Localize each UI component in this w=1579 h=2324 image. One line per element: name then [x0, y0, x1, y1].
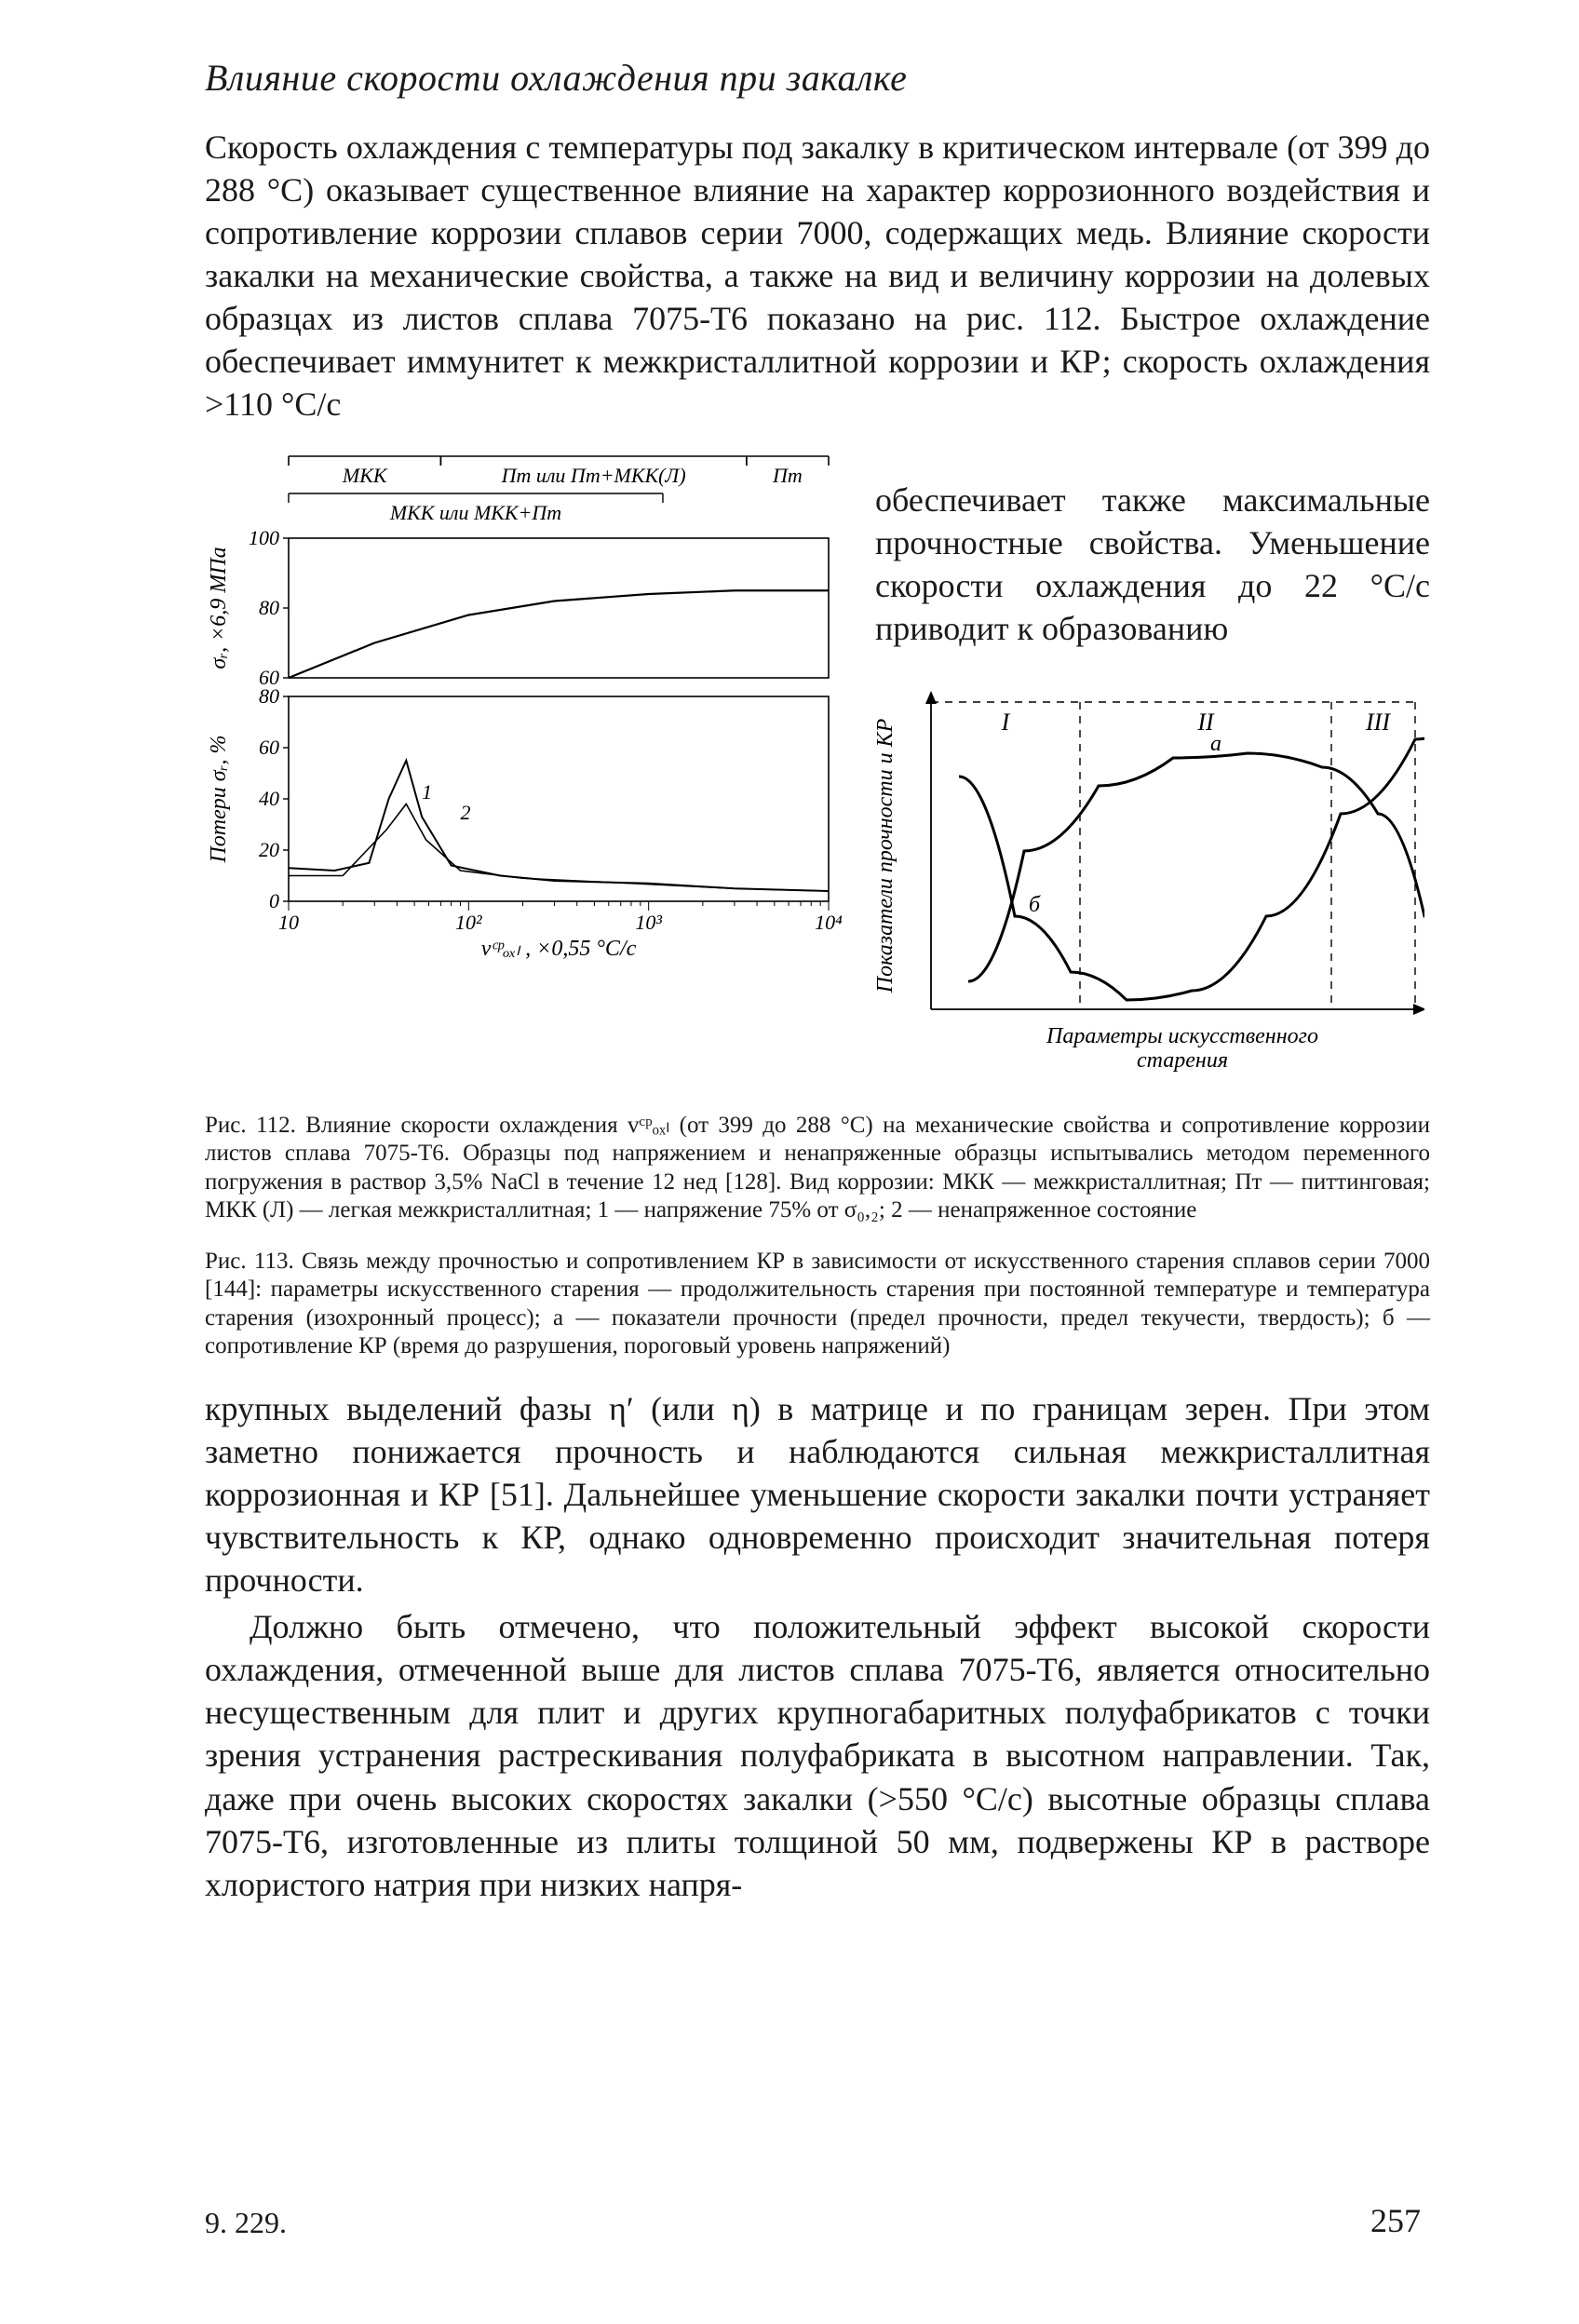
svg-text:10: 10: [278, 911, 299, 934]
figures-row: МКК Пт или Пт+МКК(Л) Пт МКК или МКК+Пт 60 80 1…: [205, 445, 1430, 1084]
paragraph-2: крупных выделений фазы η′ (или η) в матр…: [205, 1387, 1430, 1601]
svg-text:60: 60: [259, 736, 279, 759]
svg-text:10³: 10³: [635, 911, 662, 934]
caption-112: Рис. 112. Влияние скорости охлаждения vᶜ…: [205, 1112, 1430, 1225]
svg-text:80: 80: [259, 596, 279, 619]
svg-text:Параметры искусственного: Параметры искусственного: [1046, 1024, 1318, 1048]
svg-text:МКК: МКК: [342, 464, 388, 487]
paragraph-1: Скорость охлаждения с температуры под за…: [205, 126, 1430, 426]
figure-113: IIIIIIaбПоказатели прочности и КРПарамет…: [875, 683, 1430, 1084]
figure-112: МКК Пт или Пт+МКК(Л) Пт МКК или МКК+Пт 60 80 1…: [205, 445, 847, 966]
svg-text:0: 0: [269, 889, 279, 912]
svg-text:σᵣ, ×6,9 МПа: σᵣ, ×6,9 МПа: [207, 547, 231, 669]
svg-text:10²: 10²: [455, 911, 482, 934]
svg-text:80: 80: [259, 684, 279, 708]
svg-text:100: 100: [249, 526, 279, 549]
svg-text:Пт: Пт: [772, 464, 803, 487]
page-number: 257: [1370, 2201, 1421, 2240]
svg-text:20: 20: [259, 838, 279, 861]
svg-text:Пт или Пт+МКК(Л): Пт или Пт+МКК(Л): [501, 464, 686, 487]
paragraph-1-wrap: обеспечивает также максимальные прочност…: [875, 479, 1430, 650]
svg-text:vᶜᵖₒₓₗ , ×0,55 °C/с: vᶜᵖₒₓₗ , ×0,55 °C/с: [481, 937, 637, 961]
svg-text:I: I: [1001, 709, 1011, 736]
svg-text:Потери σᵣ, %: Потери σᵣ, %: [207, 735, 231, 863]
svg-text:Показатели прочности и КР: Показатели прочности и КР: [875, 718, 897, 993]
svg-text:a: a: [1210, 732, 1221, 756]
section-heading: Влияние скорости охлаждения при закалке: [205, 56, 1430, 100]
svg-text:б: б: [1029, 893, 1041, 917]
svg-text:2: 2: [460, 801, 470, 824]
svg-text:1: 1: [422, 780, 432, 804]
svg-text:10⁴: 10⁴: [815, 911, 843, 934]
paragraph-3: Должно быть отмечено, что положительный …: [205, 1605, 1430, 1906]
svg-text:40: 40: [259, 787, 279, 810]
caption-113: Рис. 113. Связь между прочностью и сопро…: [205, 1248, 1430, 1361]
svg-text:III: III: [1365, 709, 1391, 736]
svg-text:старения: старения: [1137, 1048, 1228, 1073]
svg-text:МКК или МКК+Пт: МКК или МКК+Пт: [389, 501, 561, 524]
footer-note: 9. 229.: [205, 2206, 287, 2240]
